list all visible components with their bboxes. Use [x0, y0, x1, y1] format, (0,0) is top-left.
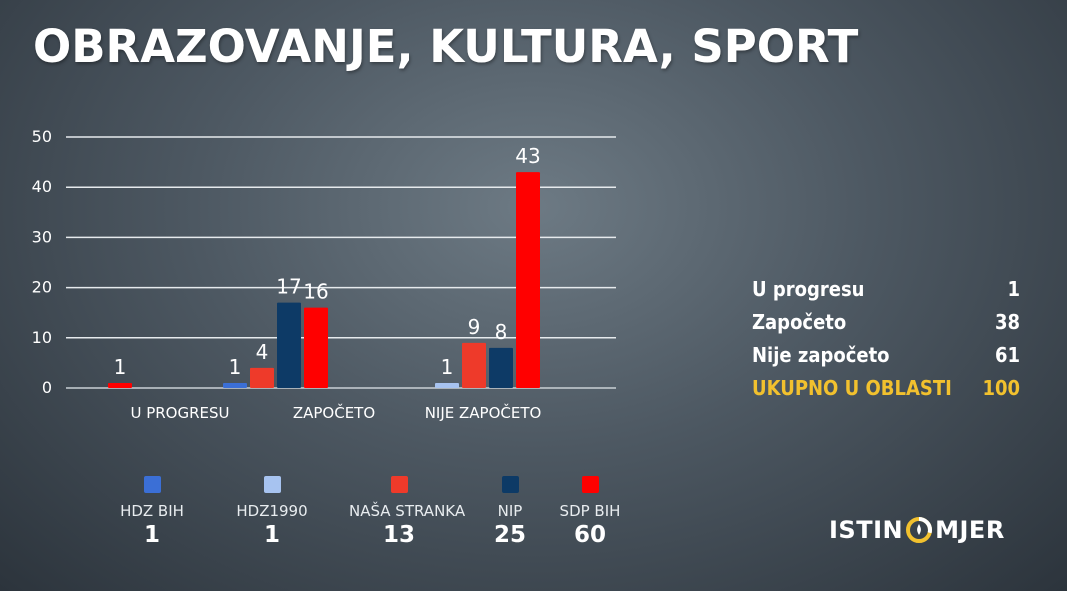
y-tick-label: 20 [32, 278, 52, 297]
bar-value-label: 8 [495, 320, 508, 344]
legend-name: NAŠA STRANKA [349, 502, 466, 520]
legend-item-sdp-bih: SDP BIH 60 [540, 476, 640, 548]
bar [489, 347, 513, 388]
bar [250, 367, 274, 388]
summary-value: 1 [1007, 276, 1020, 301]
legend-swatch [390, 476, 408, 493]
legend-count: 60 [573, 522, 606, 548]
bar [516, 172, 540, 388]
bar-value-label: 1 [441, 355, 454, 379]
bar-value-label: 4 [256, 340, 269, 364]
summary-row-in-progress: U progresu 1 [752, 272, 1020, 305]
legend-swatch [143, 476, 161, 493]
x-axis-labels: U PROGRESU ZAPOČETO NIJE ZAPOČETO [130, 403, 541, 422]
bar [223, 382, 247, 388]
logo-text-right: MJER [935, 516, 1005, 544]
summary-row-started: Započeto 38 [752, 305, 1020, 338]
bar-value-label: 1 [114, 355, 127, 379]
page-title: OBRAZOVANJE, KULTURA, SPORT [33, 20, 859, 73]
bar [108, 382, 132, 388]
legend-count: 1 [263, 522, 280, 548]
bar [435, 382, 459, 388]
legend-item-hdz1990: HDZ1990 1 [222, 476, 322, 548]
legend-name: HDZ1990 [236, 502, 308, 520]
summary-label: U progresu [752, 276, 865, 301]
bar-value-label: 16 [303, 280, 328, 304]
x-category-label: ZAPOČETO [293, 403, 375, 422]
legend-item-hdz-bih: HDZ BIH 1 [102, 476, 202, 548]
y-tick-label: 10 [32, 328, 52, 347]
bar-value-label: 9 [468, 315, 481, 339]
bar [462, 342, 486, 388]
summary-label: UKUPNO U OBLASTI [752, 375, 952, 400]
bar [277, 302, 301, 388]
y-tick-label: 30 [32, 227, 52, 246]
summary-row-total: UKUPNO U OBLASTI 100 [752, 371, 1020, 404]
legend-name: NIP [497, 502, 523, 520]
legend-name: HDZ BIH [120, 502, 184, 520]
summary-table: U progresu 1 Započeto 38 Nije započeto 6… [752, 272, 1020, 404]
y-tick-label: 50 [32, 127, 52, 146]
y-tick-label: 0 [42, 378, 52, 397]
bar [304, 307, 328, 388]
istinomjer-logo: ISTIN MJER [829, 512, 1005, 548]
legend-count: 13 [382, 522, 415, 548]
y-tick-label: 40 [32, 177, 52, 196]
bar-value-label: 17 [276, 275, 301, 299]
summary-value: 61 [994, 342, 1020, 367]
legend-swatch [501, 476, 519, 493]
legend-swatch [581, 476, 599, 493]
x-category-label: NIJE ZAPOČETO [425, 403, 542, 422]
summary-row-not-started: Nije započeto 61 [752, 338, 1020, 371]
legend-item-nip: NIP 25 [460, 476, 560, 548]
y-axis-ticks: 0 10 20 30 40 50 [32, 127, 52, 397]
legend-name: SDP BIH [559, 502, 621, 520]
chart-grid [66, 136, 616, 389]
logo-ring-icon [906, 517, 933, 543]
chart-bars [108, 172, 540, 388]
summary-label: Nije započeto [752, 342, 890, 367]
legend-item-nasa-stranka: NAŠA STRANKA 13 [349, 476, 466, 548]
summary-value: 100 [982, 375, 1020, 400]
legend-count: 1 [143, 522, 160, 548]
x-category-label: U PROGRESU [130, 404, 229, 422]
legend-count: 25 [493, 522, 526, 548]
bar-value-label: 1 [229, 355, 242, 379]
legend-swatch [263, 476, 281, 493]
summary-label: Započeto [752, 309, 847, 334]
bar-value-label: 43 [515, 144, 540, 168]
summary-value: 38 [994, 309, 1020, 334]
logo-text-left: ISTIN [829, 516, 904, 544]
